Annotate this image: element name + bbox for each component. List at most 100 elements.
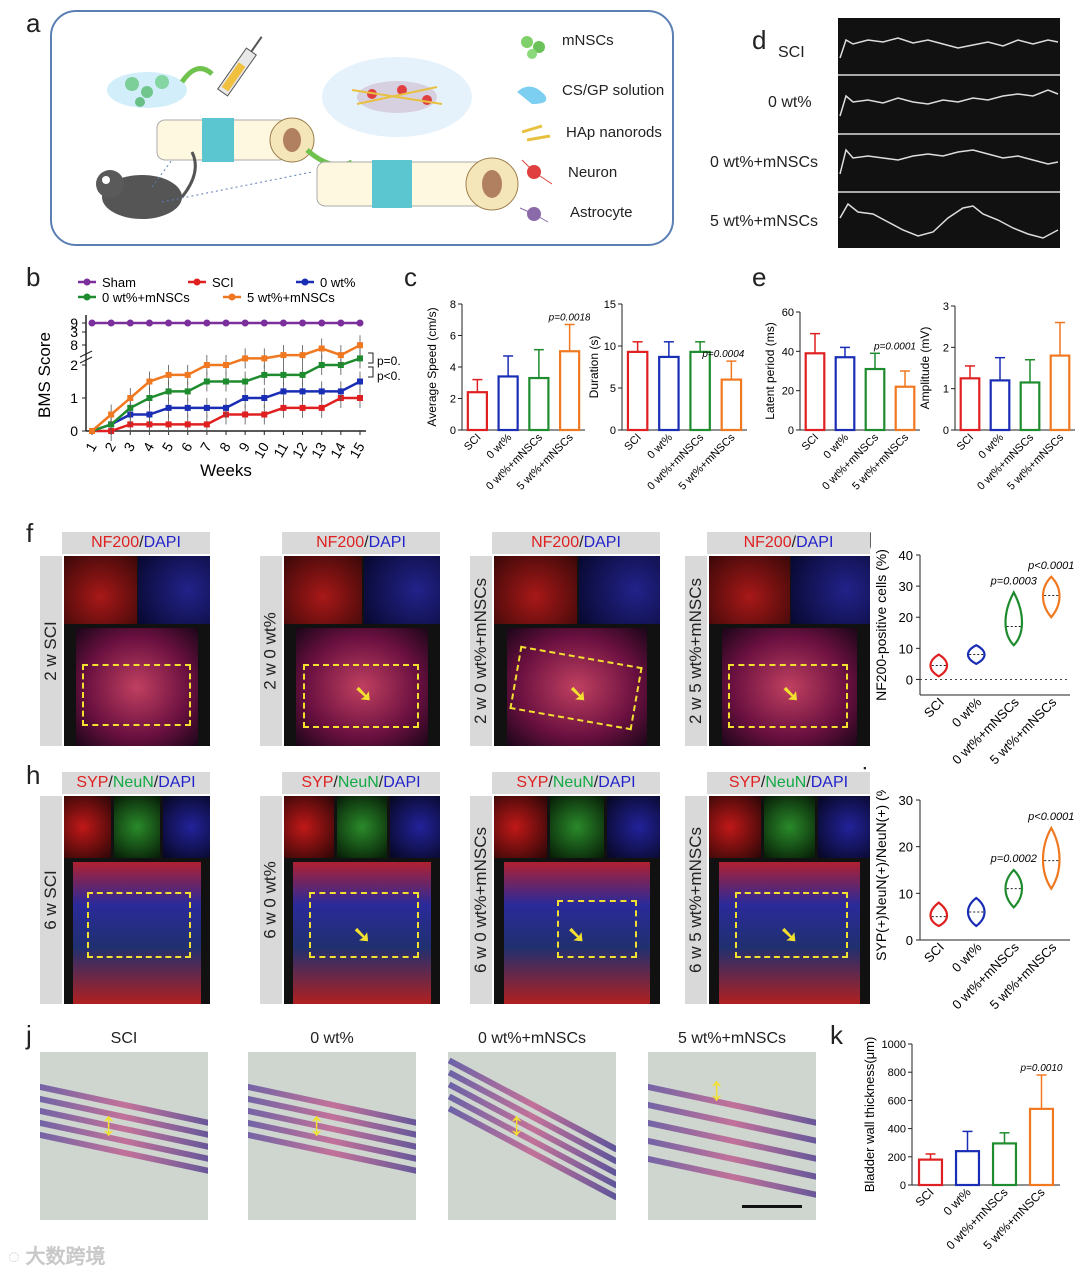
legend-hap-nanorods: HAp nanorods bbox=[566, 124, 662, 141]
bar bbox=[834, 356, 856, 432]
y-tick-label: 2 bbox=[70, 357, 78, 373]
x-tick-label: SCI bbox=[921, 940, 947, 966]
micrograph-nf200: ➘ bbox=[709, 556, 870, 746]
data-point bbox=[242, 395, 249, 401]
micrograph-syp: ➘ bbox=[284, 796, 440, 1004]
data-point bbox=[299, 352, 306, 359]
y-axis-title: Amplitude (mV) bbox=[918, 327, 932, 410]
stain-syp: SYP bbox=[728, 774, 761, 791]
data-point bbox=[357, 355, 363, 362]
x-tick-label: 11 bbox=[270, 439, 291, 460]
annotation: p=0.0003 bbox=[990, 575, 1038, 587]
arrow-icon: ➘ bbox=[354, 681, 373, 706]
stain-title-f: NF200 / DAPI bbox=[282, 532, 440, 554]
annotation: p<0.0001 bbox=[1027, 560, 1074, 572]
data-point bbox=[203, 378, 210, 385]
stain-dapi: DAPI bbox=[810, 774, 849, 791]
y-tick-label: 30 bbox=[899, 579, 913, 594]
inset-nf200 bbox=[64, 556, 137, 624]
x-tick-label: 13 bbox=[308, 439, 330, 461]
data-point bbox=[184, 404, 191, 411]
y-tick-label: 0 bbox=[906, 933, 913, 948]
legend-label: SCI bbox=[212, 275, 234, 290]
arrow-icon: ➘ bbox=[779, 922, 799, 947]
data-point bbox=[242, 378, 249, 385]
stain-title-f: NF200 / DAPI bbox=[707, 532, 870, 554]
violin-shape bbox=[1042, 825, 1061, 891]
stain-dapi: DAPI bbox=[158, 774, 196, 791]
panel-label-a: a bbox=[26, 8, 41, 38]
stain-separator: / bbox=[579, 534, 584, 551]
bar bbox=[1049, 354, 1071, 432]
x-tick-label: SCI bbox=[913, 1185, 937, 1209]
y-tick-label: 1 bbox=[943, 384, 949, 396]
y-tick-label: 800 bbox=[888, 1067, 906, 1079]
data-point bbox=[279, 319, 287, 327]
stain-title-h: SYP / NeuN / DAPI bbox=[707, 772, 870, 794]
y-tick-label: 600 bbox=[888, 1095, 906, 1107]
row-label-h: 6 w SCI bbox=[40, 796, 62, 1004]
inset-syp bbox=[284, 796, 334, 858]
legend-label: Sham bbox=[102, 275, 136, 290]
data-point bbox=[184, 371, 191, 378]
data-point bbox=[165, 371, 172, 378]
histology-title-5wt-mnscs: 5 wt%+mNSCs bbox=[677, 1030, 787, 1047]
micrograph-syp bbox=[64, 796, 210, 1004]
data-point bbox=[261, 355, 268, 362]
inset-nf200 bbox=[494, 556, 577, 624]
panel-label-h: h bbox=[26, 760, 41, 790]
bar bbox=[1019, 381, 1041, 432]
data-point bbox=[337, 319, 345, 327]
annotation: p=0.0002 bbox=[990, 853, 1037, 865]
stain-dapi: DAPI bbox=[143, 534, 181, 551]
data-point bbox=[242, 355, 249, 362]
x-tick-label: 10 bbox=[250, 439, 272, 461]
merge-image bbox=[75, 628, 199, 746]
annotation: p=0.0621 bbox=[377, 354, 400, 368]
violin-shape bbox=[1004, 868, 1024, 909]
arrow-icon bbox=[179, 66, 214, 84]
annotation: p=0.0018 bbox=[548, 312, 590, 323]
y-tick-label: 20 bbox=[782, 386, 794, 398]
bar bbox=[917, 1158, 944, 1187]
stain-nf200: NF200 bbox=[91, 534, 140, 551]
data-point bbox=[165, 404, 172, 411]
data-point bbox=[203, 319, 211, 327]
bar bbox=[497, 375, 519, 432]
roi-box bbox=[734, 892, 849, 958]
data-point bbox=[203, 404, 210, 411]
stain-separator: / bbox=[378, 774, 384, 791]
inset-syp bbox=[709, 796, 761, 858]
x-tick-label: SCI bbox=[800, 432, 821, 453]
y-tick-label: 2 bbox=[943, 342, 949, 354]
y-tick-label: 60 bbox=[782, 307, 794, 319]
data-point bbox=[88, 319, 96, 327]
x-tick-label: SCI bbox=[622, 432, 643, 453]
inset-neun bbox=[337, 796, 387, 858]
merge-image bbox=[503, 862, 651, 1004]
spinal-cord-implant-left bbox=[156, 117, 315, 163]
x-tick-label: 2 bbox=[101, 439, 119, 454]
y-tick-label: 0 bbox=[900, 1180, 906, 1192]
row-label-h: 6 w 0 wt% bbox=[260, 796, 282, 1004]
x-tick-label: SCI bbox=[921, 695, 947, 721]
legend-marker bbox=[228, 293, 236, 301]
y-tick-label: 2 bbox=[450, 394, 456, 406]
data-point bbox=[337, 352, 344, 359]
y-axis-title: Bladder wall thickness(μm) bbox=[862, 1037, 877, 1193]
scale-bar bbox=[742, 1205, 802, 1208]
arrow-icon: ➘ bbox=[567, 922, 586, 947]
annotation: p=0.0004 bbox=[701, 349, 744, 360]
x-tick-label: 7 bbox=[197, 439, 215, 454]
roi-box bbox=[87, 892, 191, 958]
inset-dapi bbox=[163, 796, 210, 858]
data-point bbox=[107, 319, 115, 327]
y-tick-label: 1 bbox=[70, 390, 78, 406]
y-tick-label: 30 bbox=[899, 793, 913, 808]
row-label-f: 2 w 0 wt% bbox=[260, 556, 282, 746]
data-point bbox=[145, 319, 153, 327]
data-point bbox=[318, 388, 325, 395]
spinal-cord-implant-right bbox=[316, 157, 519, 211]
data-point bbox=[165, 319, 173, 327]
